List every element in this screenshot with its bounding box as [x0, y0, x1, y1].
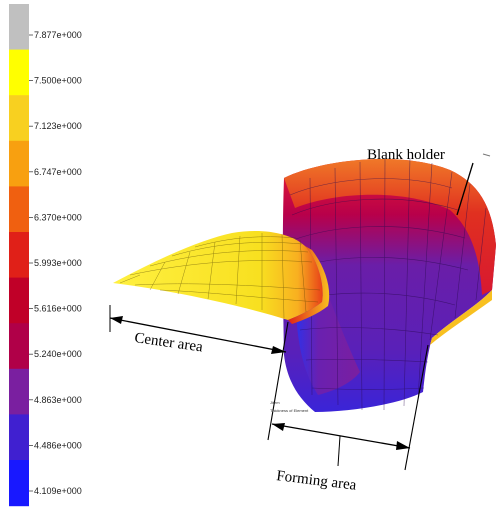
legend-swatch — [9, 95, 29, 142]
forming-area-arrow-right — [396, 441, 410, 450]
legend-swatch — [9, 414, 29, 461]
legend-tick-label: 4.109e+000 — [34, 486, 82, 496]
legend-ticks: 7.877e+000 7.500e+000 7.123e+000 6.747e+000… — [29, 30, 82, 496]
legend-swatch — [9, 368, 29, 415]
forming-area-dim-line — [271, 423, 411, 449]
color-legend: 7.877e+000 7.500e+000 7.123e+000 6.747e+000… — [9, 4, 82, 507]
legend-swatch — [9, 186, 29, 233]
forming-ext-right — [404, 344, 429, 471]
inner-tag-1: Jitem — [270, 400, 280, 405]
forming-area-arrow-left — [272, 423, 285, 431]
center-mesh — [119, 233, 321, 319]
legend-tick-label: 4.486e+000 — [34, 440, 82, 450]
center-area-sheet — [113, 230, 323, 320]
legend-swatch — [9, 4, 29, 51]
legend-tick-label: 6.370e+000 — [34, 212, 82, 222]
legend-tick-label: 4.863e+000 — [34, 395, 82, 405]
blank-holder-label: Blank holder — [367, 147, 445, 163]
legend-tick-label: 7.877e+000 — [34, 30, 82, 40]
legend-tick-label: 5.616e+000 — [34, 304, 82, 314]
cup-mesh — [289, 157, 487, 411]
legend-swatch — [9, 323, 29, 370]
legend-swatches — [9, 4, 29, 507]
legend-swatch — [9, 49, 29, 96]
center-area-arrow-right — [271, 346, 286, 354]
forming-area-label: Forming area — [276, 468, 358, 494]
legend-tick-label: 6.747e+000 — [34, 167, 82, 177]
legend-swatch — [9, 232, 29, 279]
legend-tick-label: 7.500e+000 — [34, 76, 82, 86]
center-area-arrow-left — [110, 316, 123, 324]
legend-swatch — [9, 277, 29, 324]
legend-swatch — [9, 140, 29, 187]
center-area-edge — [288, 246, 330, 324]
legend-tick-label: 5.240e+000 — [34, 349, 82, 359]
legend-tick-label: 7.123e+000 — [34, 121, 82, 131]
forming-ext-left — [267, 321, 289, 441]
rim-band — [284, 158, 496, 295]
center-area-dim-line — [109, 317, 287, 353]
legend-tick-label: 5.993e+000 — [34, 258, 82, 268]
deformed-blank — [113, 157, 496, 412]
blank-holder-leader — [456, 162, 474, 216]
blank-holder-tick — [482, 153, 491, 157]
legend-swatch — [9, 460, 29, 507]
inner-tag-2: Thickness of Element — [270, 408, 309, 413]
forming-area-center-tick — [337, 435, 341, 467]
annotations: Blank holder Center area Forming area Ji… — [109, 147, 491, 494]
flange-lip — [430, 290, 492, 345]
